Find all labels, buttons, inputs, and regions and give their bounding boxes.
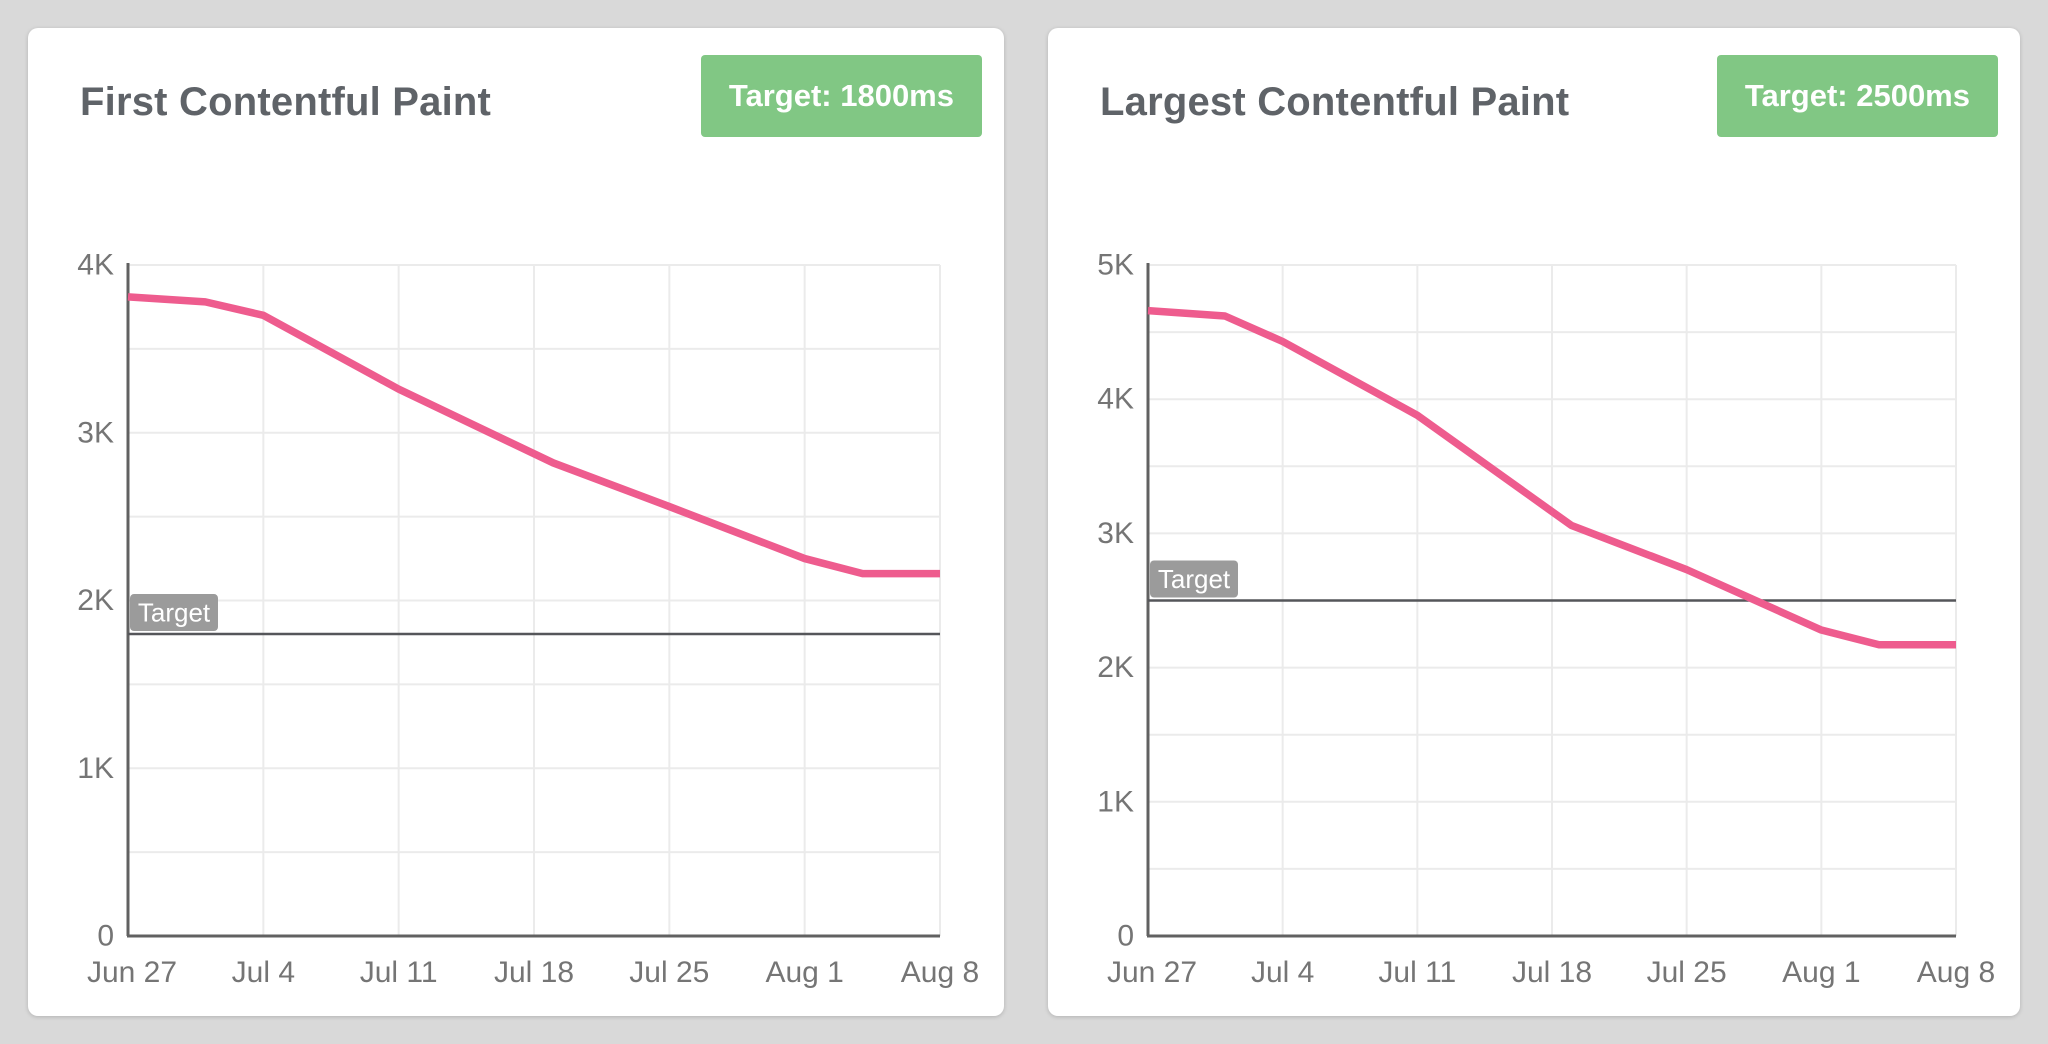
- x-tick-label: Jul 18: [494, 956, 574, 989]
- x-tick-label: Aug 8: [901, 956, 979, 989]
- x-tick-label: Jul 11: [360, 956, 438, 989]
- y-tick-label: 2K: [1097, 651, 1134, 684]
- y-tick-label: 2K: [77, 584, 114, 617]
- y-tick-label: 4K: [1097, 383, 1134, 416]
- chart-svg: Target 0 1K 2K 3K 4K Jun 27 Jul 4 Jul 11 Jul 18 Ju…: [77, 249, 979, 990]
- x-tick-label: Jul 25: [1647, 956, 1727, 989]
- target-line-badge-label: Target: [138, 598, 211, 628]
- x-tick-label: Aug 1: [1782, 956, 1860, 989]
- target-line-badge-label: Target: [1158, 564, 1231, 594]
- x-tick-label: Jul 11: [1378, 956, 1456, 989]
- lcp-card-header: Largest Contentful Paint Target: 2500ms: [1048, 28, 2020, 188]
- x-tick-label: Jul 18: [1512, 956, 1592, 989]
- lcp-line-chart: Target 0 1K 2K 3K 4K 5K Jun 27 Jul 4 Jul 11 Jul 18…: [1048, 188, 2020, 998]
- target-line-badge: [1150, 560, 1238, 598]
- y-tick-label: 1K: [77, 752, 114, 785]
- x-tick-label: Jun 27: [1107, 956, 1197, 989]
- fcp-card: First Contentful Paint Target: 1800ms Ta…: [28, 28, 1004, 1016]
- fcp-title: First Contentful Paint: [80, 80, 492, 124]
- x-tick-label: Aug 1: [765, 956, 843, 989]
- y-tick-label: 5K: [1097, 249, 1134, 282]
- fcp-card-header: First Contentful Paint Target: 1800ms: [28, 28, 1004, 188]
- x-tick-label: Jul 4: [1251, 956, 1314, 989]
- lcp-card: Largest Contentful Paint Target: 2500ms …: [1048, 28, 2020, 1016]
- y-tick-label: 4K: [77, 249, 114, 282]
- x-tick-label: Aug 8: [1917, 956, 1995, 989]
- y-tick-label: 0: [97, 920, 114, 953]
- metric-series-line: [1147, 306, 1956, 649]
- fcp-target-badge: Target: 1800ms: [700, 55, 982, 137]
- x-tick-label: Jul 25: [629, 956, 709, 989]
- y-tick-label: 3K: [1097, 517, 1134, 550]
- y-tick-label: 3K: [77, 416, 114, 449]
- fcp-line-chart: Target 0 1K 2K 3K 4K Jun 27 Jul 4 Jul 11 Jul 18 Ju…: [28, 188, 1004, 998]
- x-tick-label: Jun 27: [87, 956, 177, 989]
- chart-svg: Target 0 1K 2K 3K 4K 5K Jun 27 Jul 4 Jul 11 Jul 18…: [1097, 249, 1995, 990]
- y-tick-label: 0: [1117, 920, 1134, 953]
- x-tick-label: Jul 4: [232, 956, 295, 989]
- lcp-target-badge: Target: 2500ms: [1716, 55, 1998, 137]
- target-line-badge: [130, 594, 218, 632]
- metric-series-line: [127, 293, 940, 578]
- y-tick-label: 1K: [1097, 785, 1134, 818]
- lcp-title: Largest Contentful Paint: [1100, 80, 1570, 124]
